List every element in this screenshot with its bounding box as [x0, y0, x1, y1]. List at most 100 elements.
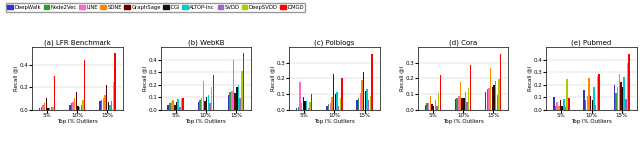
Bar	[370, 96, 371, 110]
Bar	[238, 85, 239, 110]
Bar	[179, 107, 180, 110]
Bar	[618, 74, 620, 110]
Bar	[431, 104, 433, 110]
Bar	[171, 102, 172, 110]
Bar	[363, 72, 364, 110]
Bar	[99, 101, 100, 110]
Bar	[365, 91, 366, 110]
Bar	[108, 102, 109, 110]
Bar	[330, 103, 331, 110]
Bar	[236, 87, 237, 110]
Title: (d) Cora: (d) Cora	[449, 40, 477, 46]
Bar	[435, 100, 436, 110]
Bar	[76, 92, 77, 110]
Bar	[49, 108, 51, 110]
Bar	[436, 106, 438, 110]
Title: (e) Pubmed: (e) Pubmed	[572, 40, 612, 46]
Bar	[495, 81, 497, 110]
Bar	[309, 102, 311, 110]
Bar	[306, 101, 307, 110]
Bar	[51, 107, 52, 110]
Bar	[301, 103, 303, 110]
Bar	[492, 87, 493, 110]
Bar	[77, 106, 79, 110]
Bar	[497, 95, 498, 110]
Bar	[81, 104, 82, 110]
Bar	[201, 98, 202, 110]
Bar	[211, 87, 212, 110]
Bar	[366, 89, 368, 110]
Bar	[583, 90, 585, 110]
Bar	[553, 97, 555, 110]
Bar	[625, 99, 627, 110]
Bar	[485, 92, 486, 110]
Bar	[627, 63, 628, 110]
Bar	[328, 104, 330, 110]
Bar	[300, 82, 301, 110]
Bar	[500, 54, 501, 110]
Bar	[203, 81, 204, 110]
Bar	[207, 95, 209, 110]
Bar	[311, 94, 312, 110]
Bar	[172, 100, 174, 110]
Bar	[460, 82, 461, 110]
Bar	[595, 104, 596, 110]
Bar	[206, 97, 207, 110]
Title: (a) LFR Benchmark: (a) LFR Benchmark	[44, 40, 111, 46]
Bar	[71, 103, 72, 110]
Bar	[499, 79, 500, 110]
Bar	[308, 108, 309, 110]
Bar	[568, 98, 570, 110]
Bar	[199, 100, 201, 110]
Bar	[360, 93, 361, 110]
Bar	[614, 85, 615, 110]
Bar	[585, 100, 586, 110]
Bar	[83, 100, 84, 110]
Bar	[230, 92, 231, 110]
Bar	[456, 98, 458, 110]
X-axis label: Top l% Outliers: Top l% Outliers	[314, 119, 355, 124]
Bar	[45, 98, 47, 110]
Bar	[44, 103, 45, 110]
Bar	[40, 107, 42, 110]
Bar	[428, 103, 429, 110]
Bar	[239, 98, 241, 110]
Bar	[305, 101, 306, 110]
Bar	[558, 106, 559, 110]
Bar	[182, 98, 184, 110]
Title: (c) Polblogs: (c) Polblogs	[314, 40, 355, 46]
Bar	[79, 107, 81, 110]
Bar	[54, 76, 55, 110]
X-axis label: Top l% Outliers: Top l% Outliers	[571, 119, 612, 124]
Bar	[169, 103, 170, 110]
Bar	[243, 53, 244, 110]
Bar	[455, 99, 456, 110]
Bar	[72, 102, 74, 110]
Bar	[587, 96, 588, 110]
Bar	[623, 77, 625, 110]
Y-axis label: Recall @l: Recall @l	[271, 66, 275, 91]
Bar	[563, 99, 564, 110]
Bar	[433, 106, 435, 110]
Bar	[593, 87, 595, 110]
Bar	[338, 106, 339, 110]
Bar	[461, 98, 463, 110]
Bar	[371, 54, 372, 110]
Bar	[113, 82, 114, 110]
Bar	[74, 98, 76, 110]
Bar	[628, 54, 630, 110]
Bar	[598, 74, 600, 110]
Bar	[426, 103, 428, 110]
Bar	[168, 104, 169, 110]
Bar	[588, 78, 589, 110]
Y-axis label: Recall @l: Recall @l	[13, 66, 19, 91]
Bar	[39, 108, 40, 110]
Bar	[174, 104, 175, 110]
Bar	[458, 96, 460, 110]
Bar	[596, 76, 598, 110]
Bar	[111, 101, 112, 110]
Bar	[561, 106, 563, 110]
Bar	[486, 89, 488, 110]
Bar	[620, 82, 621, 110]
Bar	[209, 103, 211, 110]
